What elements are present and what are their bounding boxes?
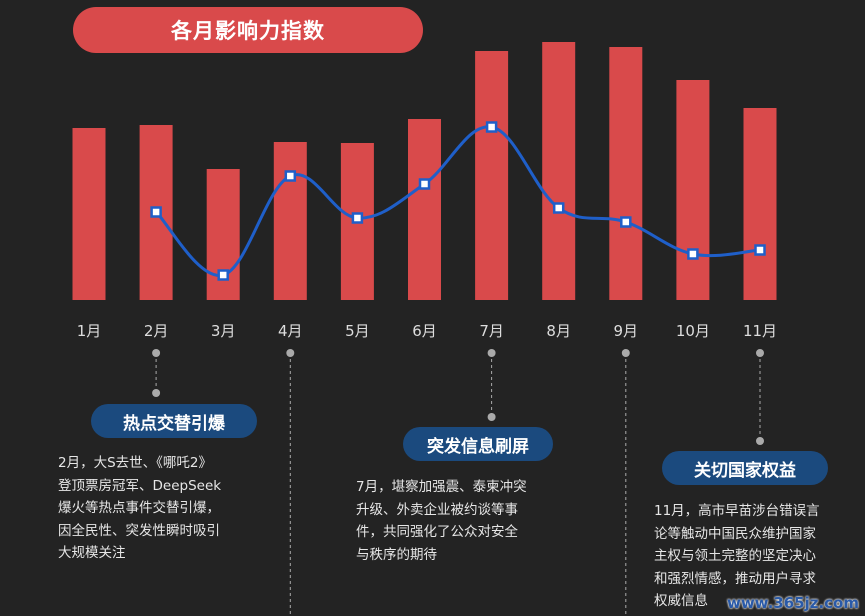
x-tick-label: 8月: [546, 322, 571, 340]
connector-dot: [756, 349, 764, 357]
line-point: [217, 269, 229, 281]
annotation-title: 关切国家权益: [662, 451, 828, 485]
connector-dot: [487, 413, 496, 421]
x-tick-label: 7月: [479, 322, 504, 340]
text-line: 大规模关注: [58, 545, 126, 561]
x-tick-label: 11月: [743, 322, 777, 340]
x-tick-label: 5月: [345, 322, 370, 340]
x-tick-label: 4月: [278, 322, 303, 340]
bar: [743, 108, 777, 300]
line-point: [552, 202, 565, 214]
line-point: [284, 170, 297, 182]
connector-dot: [286, 349, 295, 357]
connector-dot: [487, 349, 496, 357]
connector-dot: [756, 437, 764, 445]
text-line: 权威信息: [654, 593, 708, 609]
x-tick-label: 10月: [676, 322, 710, 340]
annotation-text: 7月，堪察加强震、泰柬冲突 升级、外卖企业被约谈等事 件，共同强化了公众对安全 …: [356, 476, 527, 566]
bar: [676, 80, 710, 300]
text-line: 爆火等热点事件交替引爆，: [58, 500, 220, 516]
watermark: www.365jz.com: [726, 594, 859, 612]
text-line: 件，共同强化了公众对安全: [356, 524, 518, 540]
x-tick-label: 2月: [144, 322, 169, 340]
bar: [542, 42, 576, 300]
bar: [72, 128, 106, 300]
x-tick-label: 3月: [211, 322, 236, 340]
text-line: 论等触动中国民众维护国家: [654, 525, 816, 542]
annotation-text: 11月，高市早苗涉台错误言 论等触动中国民众维护国家 主权与领土完整的坚定决心 …: [654, 500, 820, 613]
bar: [475, 51, 509, 300]
annotation-text: 2月，大S去世、《哪吒2》 登顶票房冠军、DeepSeek 爆火等热点事件交替引…: [58, 452, 221, 565]
text-line: 和强烈情感，推动用户寻求: [654, 570, 816, 587]
x-tick-label: 1月: [77, 322, 102, 340]
line-point: [754, 244, 766, 256]
line-point: [687, 248, 699, 260]
x-tick-label: 9月: [614, 322, 639, 340]
connector-dot: [152, 389, 161, 397]
text-line: 2月，大S去世、《哪吒2》: [58, 455, 212, 471]
line-point: [150, 206, 162, 218]
annotation-title: 热点交替引爆: [91, 404, 257, 438]
series-line: [155, 125, 761, 277]
line-point: [620, 216, 632, 228]
bar: [609, 47, 643, 300]
annotation-title: 突发信息刷屏: [403, 427, 553, 461]
line-point: [351, 212, 364, 224]
x-tick-label: 6月: [412, 322, 437, 340]
text-line: 7月，堪察加强震、泰柬冲突: [356, 479, 527, 495]
text-line: 登顶票房冠军、DeepSeek: [58, 477, 222, 494]
chart-title: 各月影响力指数: [73, 7, 423, 53]
line-point: [418, 178, 431, 190]
bar: [273, 142, 307, 300]
text-line: 升级、外卖企业被约谈等事: [356, 501, 518, 518]
text-line: 主权与领土完整的坚定决心: [654, 548, 816, 564]
connector-dot: [152, 349, 161, 357]
line-point: [485, 121, 498, 133]
bar: [408, 119, 441, 300]
text-line: 因全民性、突发性瞬时吸引: [58, 522, 220, 539]
text-line: 与秩序的期待: [356, 546, 437, 563]
text-line: 11月，高市早苗涉台错误言: [654, 503, 820, 519]
connector-dot: [621, 349, 630, 357]
